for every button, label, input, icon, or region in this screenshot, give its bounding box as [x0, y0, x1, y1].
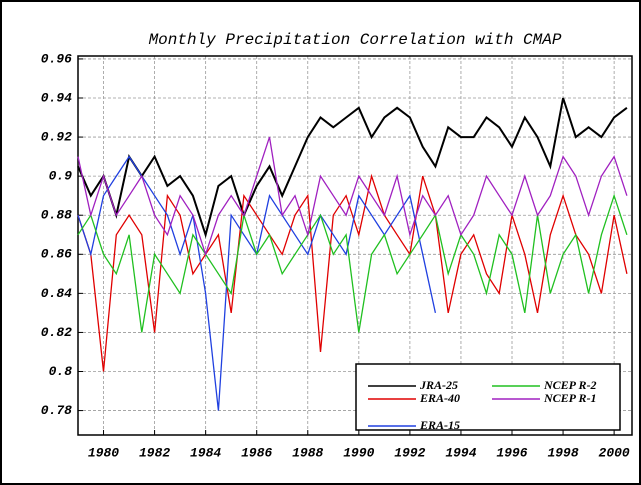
x-tick-label: 1984: [190, 445, 221, 460]
x-tick-label: 1980: [88, 445, 119, 460]
legend-box: [355, 363, 621, 431]
x-tick-label: 2000: [599, 445, 630, 460]
x-tick-label: 1992: [394, 445, 425, 460]
y-tick-label: 0.78: [41, 403, 72, 418]
y-tick-label: 0.92: [41, 130, 72, 145]
x-tick-label: 1994: [445, 445, 476, 460]
series-line: [77, 193, 628, 333]
x-tick-label: 1996: [496, 445, 527, 460]
y-tick-label: 0.9: [49, 169, 73, 184]
chart-title: Monthly Precipitation Correlation with C…: [149, 31, 562, 49]
legend-label: ERA-40: [419, 391, 460, 405]
legend-label: ERA-15: [419, 418, 460, 432]
y-tick-label: 0.88: [41, 208, 72, 223]
y-tick-label: 0.82: [41, 325, 72, 340]
series-line: [77, 136, 628, 257]
y-tick-label: 0.86: [41, 247, 72, 262]
y-tick-label: 0.8: [49, 364, 73, 379]
legend-label: JRA-25: [419, 378, 458, 392]
x-tick-label: 1988: [292, 445, 323, 460]
legend-label: NCEP R-2: [543, 378, 597, 392]
y-tick-label: 0.96: [41, 51, 72, 66]
legend-label: NCEP R-1: [543, 391, 597, 405]
x-tick-label: 1986: [241, 445, 272, 460]
series-line: [77, 173, 628, 372]
series-line: [77, 97, 628, 239]
y-tick-label: 0.94: [41, 90, 72, 105]
y-tick-label: 0.84: [41, 286, 72, 301]
x-tick-label: 1982: [139, 445, 170, 460]
x-tick-label: 1998: [547, 445, 578, 460]
x-tick-label: 1990: [343, 445, 374, 460]
plot-frame: [77, 55, 633, 436]
